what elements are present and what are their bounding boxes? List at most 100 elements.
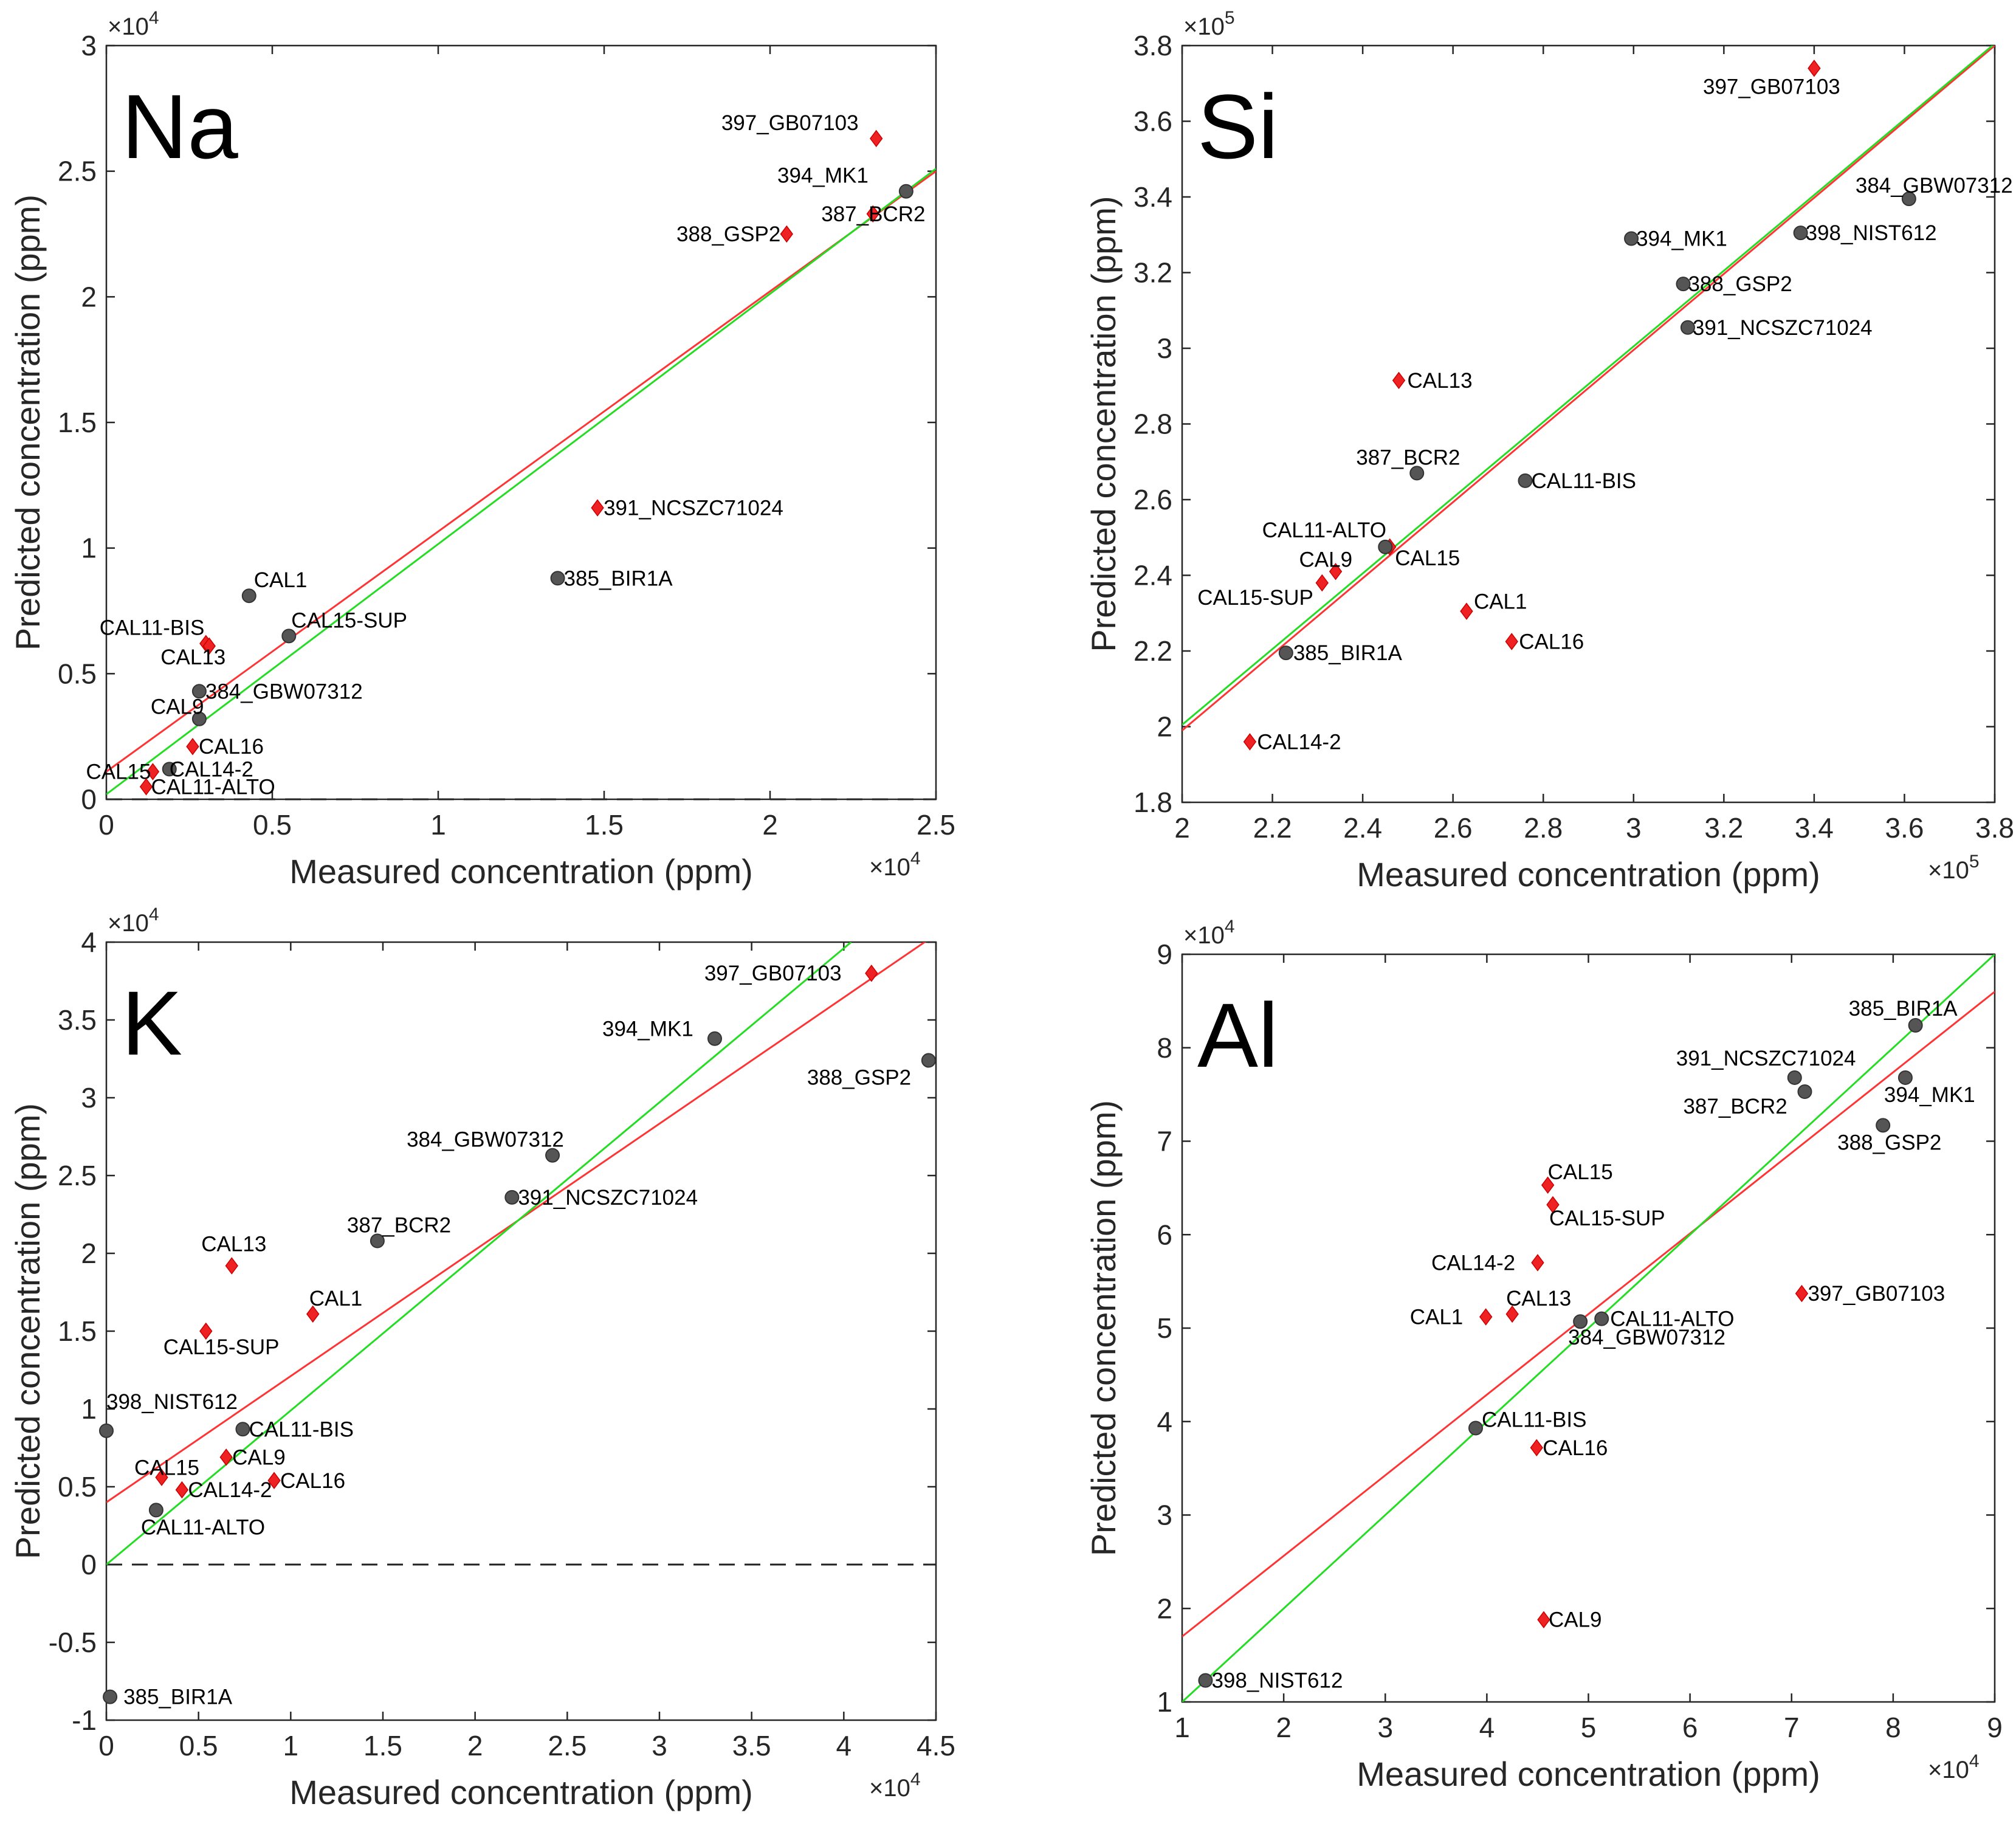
x-axis-label: Measured concentration (ppm) [289,1773,753,1811]
point-label: 385_BIR1A [1849,997,1958,1021]
fit-lines [1182,954,1995,1702]
panel-si: 2 2.2 2.4 2.6 2.8 3 3.2 3.4 3.6 3.81.822.22.42.62… [1084,8,2014,894]
point-cal1 [241,588,256,604]
y-tick-label: 8 [1157,1032,1172,1064]
point-label: CAL14-2 [170,757,253,781]
point-398-nist612 [1793,226,1808,241]
point-label: CAL14-2 [188,1478,272,1502]
point-384-gbw07312 [1901,191,1916,207]
point-label: 394_MK1 [1884,1083,1975,1107]
point-cal11-bis [235,1422,250,1437]
x-tick-label: 9 [1987,1712,2003,1743]
y-tick-label: 4 [1157,1406,1172,1438]
point-label: CAL15 [134,1456,199,1480]
x-tick-label: 2.5 [917,809,955,841]
x-tick-label: 3 [1377,1712,1393,1743]
point-cal16 [267,1472,281,1490]
point-label: 387_BCR2 [347,1214,451,1238]
x-axis-label: Measured concentration (ppm) [289,852,753,890]
y-tick-label: 3.4 [1134,181,1172,213]
x-tick-label: 2 [762,809,778,841]
x-multiplier: ×104 [1928,1751,1980,1783]
x-tick-label: 8 [1885,1712,1901,1743]
point-cal15 [155,1469,168,1486]
point-label: 385_BIR1A [564,566,673,590]
point-label: 387_BCR2 [1356,446,1460,469]
panel-title: Al [1197,984,1278,1086]
x-tick-label: 1.5 [363,1730,402,1761]
point-label: 394_MK1 [1636,227,1727,250]
x-tick-label: 4 [836,1730,852,1761]
x-tick-label: 3.6 [1885,812,1924,844]
x-tick-label: 2 [467,1730,483,1761]
point-label: CAL13 [1506,1287,1571,1310]
y-tick-label: 9 [1157,938,1172,970]
point-label: 385_BIR1A [1293,641,1403,665]
y-tick-label: 0 [81,783,97,815]
point-label: 388_GSP2 [1837,1131,1941,1154]
y-multiplier-exp: 5 [1225,8,1235,28]
regression-line [1182,46,1995,731]
x-tick-label: 4 [1479,1712,1495,1743]
x-axis-label: Measured concentration (ppm) [1357,1755,1820,1793]
point-cal14-2 [1531,1254,1544,1272]
panel-title: K [122,972,182,1074]
point-label: CAL11-BIS [249,1417,354,1441]
y-tick-label: 3.6 [1134,106,1172,137]
x-tick-label: 2.5 [548,1730,587,1761]
point-label: CAL15 [1395,546,1460,570]
identity-line [1182,46,1994,726]
x-tick-label: 2.8 [1524,812,1563,844]
x-tick-label: 2 [1174,812,1190,844]
x-tick-label: 7 [1784,1712,1800,1743]
point-label: CAL9 [151,695,204,719]
point-394-mk1 [1624,231,1639,246]
y-tick-label: 2 [81,281,97,312]
y-tick-label: 3 [1157,332,1172,364]
y-tick-label: 3 [1157,1500,1172,1531]
y-tick-label: 3.2 [1134,257,1172,289]
point-cal16 [186,737,199,756]
y-tick-label: 2 [81,1238,97,1269]
identity-line [106,942,852,1566]
point-384-gbw07312 [1573,1314,1588,1329]
point-cal16 [1530,1439,1543,1457]
point-397-gb07103 [870,129,883,148]
x-tick-label: 1 [430,809,446,841]
point-label: 398_NIST612 [1211,1669,1343,1693]
point-cal14-2 [1243,733,1257,751]
y-multiplier-exp: 4 [149,8,159,28]
y-axis-label: Predicted concentration (ppm) [1084,196,1123,652]
fit-lines [1182,46,1995,731]
point-cal11-bis [1468,1420,1483,1436]
y-axis-label: Predicted concentration (ppm) [1084,1100,1123,1556]
point-label: CAL11-BIS [1532,469,1637,493]
point-cal9 [191,711,207,726]
y-tick-label: 4 [81,926,97,958]
y-tick-label: 5 [1157,1312,1172,1344]
point-label: CAL9 [1299,548,1353,571]
y-tick-label: 6 [1157,1219,1172,1250]
point-385-bir1a [1908,1018,1923,1033]
point-label: CAL11-BIS [1482,1408,1587,1432]
point-label: 388_GSP2 [1688,272,1792,296]
x-multiplier-exp: 4 [1969,1751,1980,1771]
panel-title: Si [1197,75,1278,177]
x-tick-label: 2 [1276,1712,1292,1743]
y-tick-label: 2 [1157,1593,1172,1624]
x-tick-label: 0.5 [253,809,292,841]
point-label: 397_GB07103 [1703,75,1840,98]
point-cal9 [1329,563,1343,580]
point-398-nist612 [99,1423,114,1438]
y-multiplier-exp: 4 [1225,917,1235,937]
point-label: CAL11-ALTO [1610,1307,1734,1331]
point-label: CAL14-2 [1431,1251,1515,1275]
x-tick-label: 3.2 [1704,812,1743,844]
point-label: 397_GB07103 [704,962,842,985]
x-tick-label: 3.4 [1795,812,1834,844]
point-label: 397_GB07103 [1808,1282,1945,1306]
point-387-bcr2 [1409,466,1425,481]
